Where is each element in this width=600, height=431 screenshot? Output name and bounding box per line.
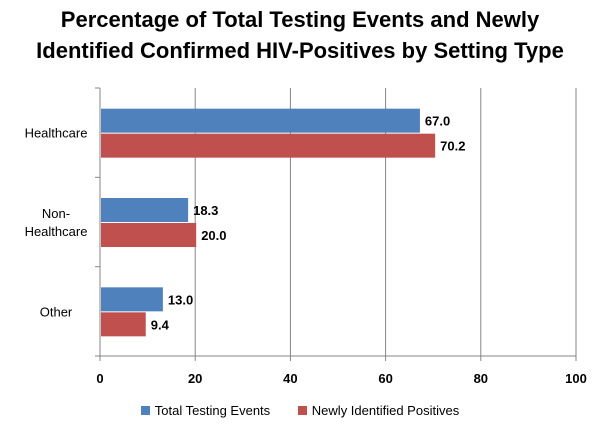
x-tick-label: 100 — [565, 371, 587, 386]
bar — [101, 223, 197, 247]
title-line-1: Percentage of Total Testing Events and N… — [60, 7, 540, 32]
data-label: 70.2 — [440, 139, 465, 154]
bar — [101, 312, 146, 337]
bar — [101, 287, 163, 312]
legend-item-total: Total Testing Events — [140, 403, 271, 418]
bar — [101, 133, 436, 158]
legend-swatch-positives — [297, 406, 307, 415]
data-label: 13.0 — [168, 292, 193, 307]
x-tick-label: 0 — [96, 371, 103, 386]
category-label: Healthcare — [25, 224, 88, 239]
data-label: 20.0 — [201, 228, 226, 243]
legend-item-positives: Newly Identified Positives — [297, 403, 460, 418]
bar — [101, 108, 420, 133]
data-label: 9.4 — [151, 317, 170, 332]
x-tick-label: 40 — [283, 371, 297, 386]
legend-label-positives: Newly Identified Positives — [311, 403, 460, 418]
category-label: Other — [40, 304, 73, 319]
category-label: Healthcare — [25, 126, 88, 141]
legend: Total Testing Events Newly Identified Po… — [0, 403, 600, 418]
category-label: Non- — [42, 206, 70, 221]
x-tick-label: 60 — [378, 371, 392, 386]
title-line-2: Identified Confirmed HIV-Positives by Se… — [36, 38, 564, 63]
x-tick-label: 20 — [188, 371, 202, 386]
legend-label-total: Total Testing Events — [154, 403, 271, 418]
x-tick-label: 80 — [474, 371, 488, 386]
data-label: 18.3 — [193, 203, 218, 218]
bar — [101, 198, 189, 222]
data-label: 67.0 — [425, 114, 450, 129]
legend-swatch-total — [140, 406, 150, 415]
chart-title: Percentage of Total Testing Events and N… — [0, 4, 600, 66]
